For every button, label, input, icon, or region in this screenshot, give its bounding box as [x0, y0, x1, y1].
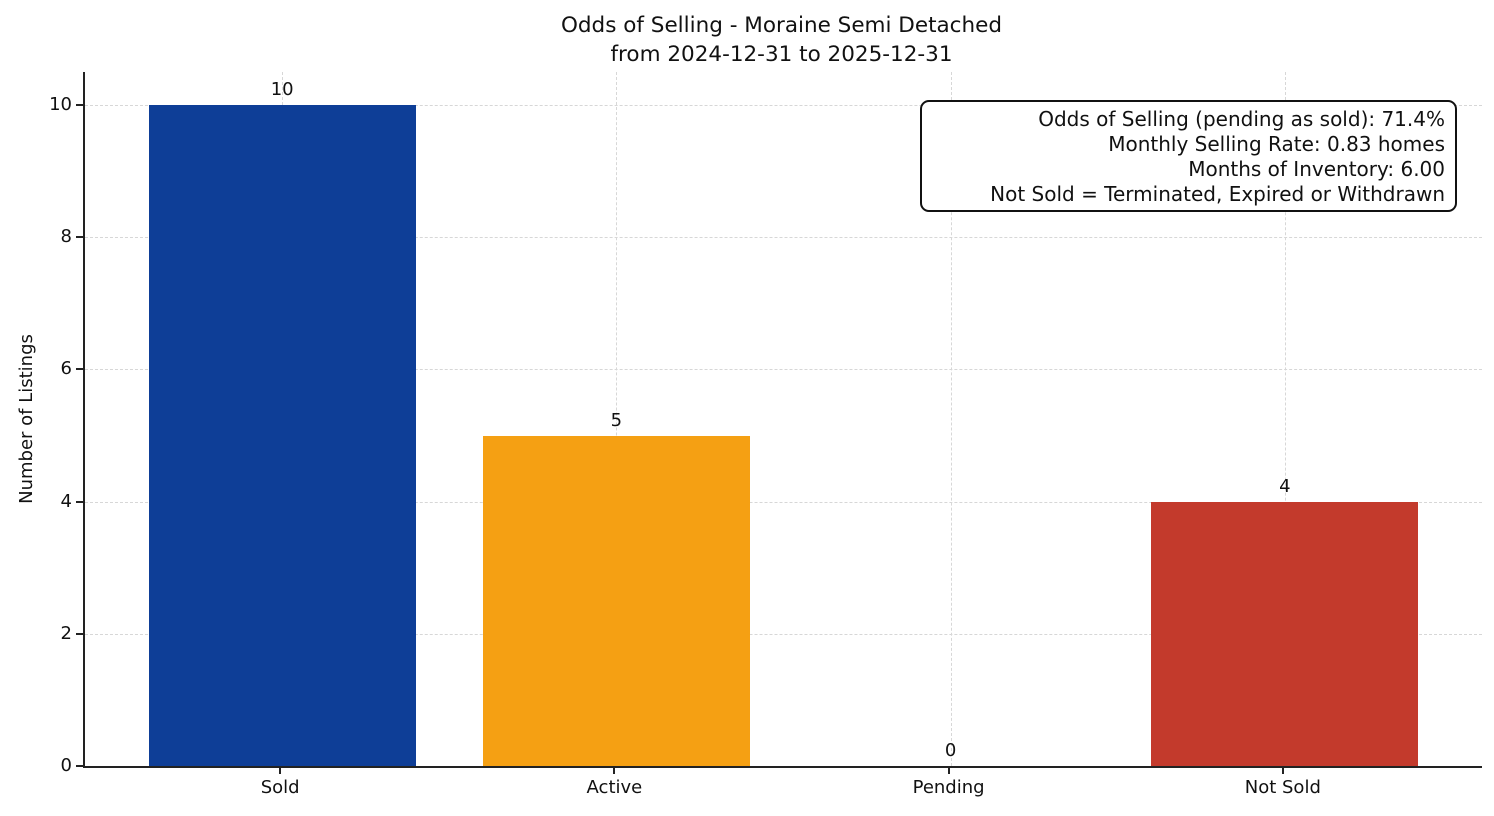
bar-value-label: 4	[1279, 475, 1291, 497]
y-tick-label: 10	[49, 94, 72, 116]
y-tick-label: 6	[60, 358, 72, 380]
gridline-horizontal	[85, 369, 1482, 371]
y-axis-tick	[76, 765, 83, 767]
annotation-box: Odds of Selling (pending as sold): 71.4%…	[920, 100, 1457, 212]
gridline-horizontal	[85, 501, 1482, 503]
y-axis-tick	[76, 368, 83, 371]
plot-area: 10 5 0 4	[83, 72, 1482, 768]
x-tick-label: Not Sold	[1244, 777, 1321, 798]
y-axis-tick	[76, 236, 83, 239]
bar-value-label: 5	[610, 409, 623, 431]
gridline-vertical	[1284, 72, 1286, 766]
chart-title: Odds of Selling - Moraine Semi Detached …	[83, 11, 1480, 69]
y-axis-tick	[76, 104, 83, 107]
annotation-line: Monthly Selling Rate: 0.83 homes	[1108, 132, 1445, 156]
bar-active	[482, 435, 751, 766]
y-axis-tick	[76, 500, 83, 503]
x-tick-label: Pending	[912, 777, 985, 798]
bar-not-sold	[1151, 501, 1419, 766]
y-axis-tick	[76, 632, 83, 635]
gridline-horizontal	[85, 633, 1482, 635]
gridline-horizontal	[85, 105, 1482, 107]
x-axis-tick	[279, 768, 282, 774]
bar-value-label: 0	[944, 740, 957, 761]
y-tick-label: 2	[60, 622, 72, 644]
gridline-horizontal	[85, 237, 1482, 239]
y-tick-label: 4	[60, 490, 72, 512]
x-axis-tick	[613, 768, 616, 774]
bar-value-label: 10	[270, 79, 294, 101]
annotation-line: Not Sold = Terminated, Expired or Withdr…	[990, 182, 1445, 206]
gridline-vertical	[616, 72, 618, 766]
x-tick-label: Active	[586, 777, 643, 798]
gridline-vertical	[950, 72, 952, 766]
x-tick-label: Sold	[260, 777, 300, 798]
annotation-line: Months of Inventory: 6.00	[1188, 157, 1445, 181]
bar-sold	[148, 105, 416, 766]
y-axis-label: Number of Listings	[16, 334, 37, 504]
chart-title-line-2: from 2024-12-31 to 2025-12-31	[610, 42, 953, 67]
y-tick-label: 8	[60, 226, 72, 248]
annotation-line: Odds of Selling (pending as sold): 71.4%	[1038, 107, 1445, 131]
x-axis-tick	[1281, 768, 1284, 774]
chart-title-line-1: Odds of Selling - Moraine Semi Detached	[560, 13, 1003, 38]
x-axis-tick	[947, 768, 950, 774]
y-tick-label: 0	[60, 755, 72, 776]
